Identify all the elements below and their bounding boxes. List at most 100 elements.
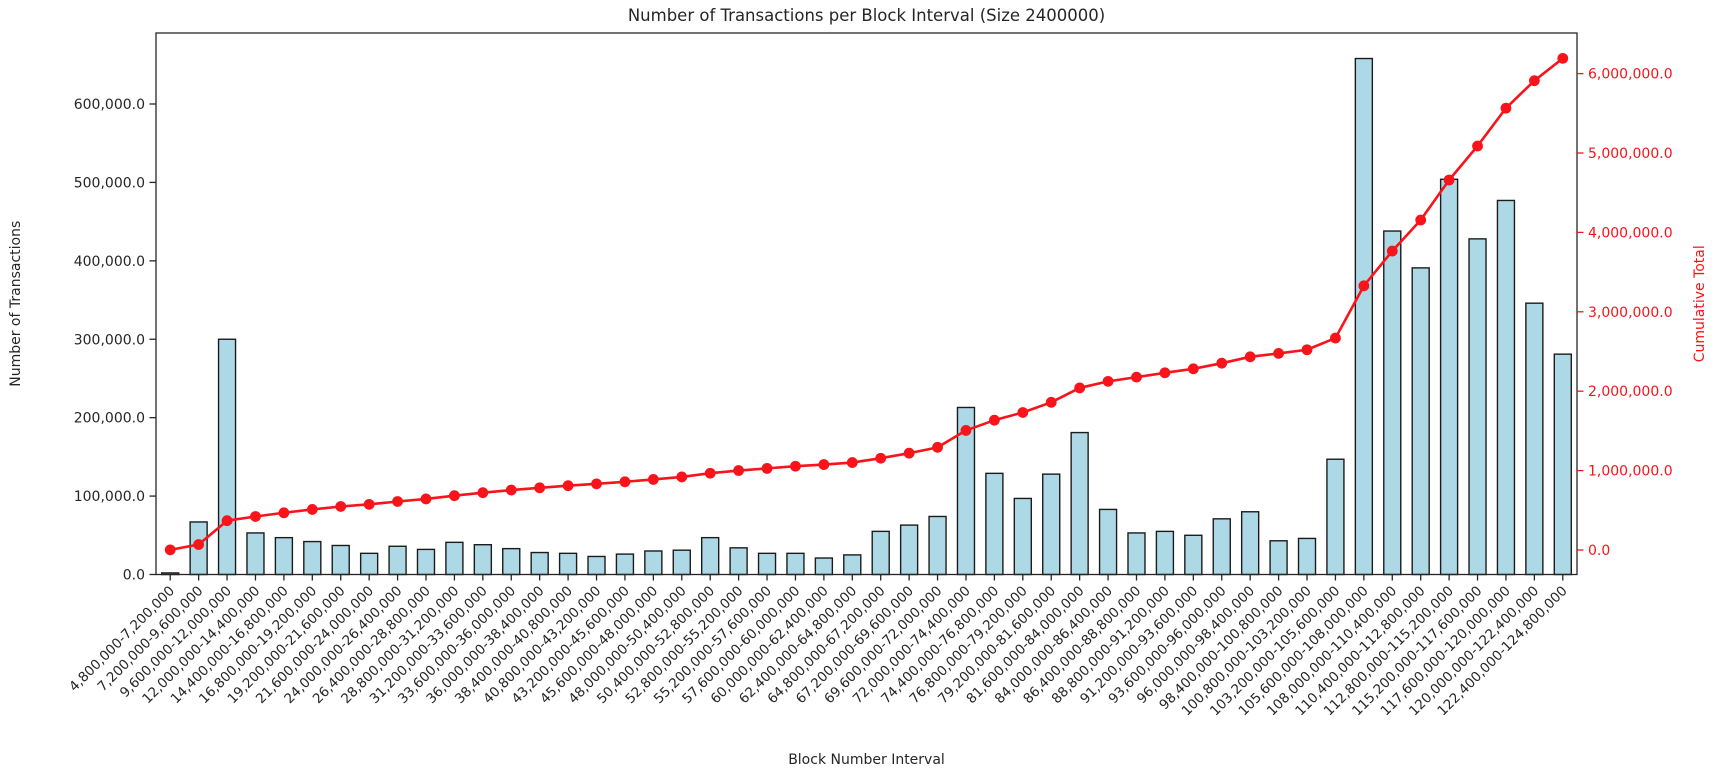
data-point-marker bbox=[449, 490, 460, 502]
bar bbox=[672, 549, 691, 576]
bar bbox=[1155, 530, 1175, 576]
data-point-marker bbox=[903, 447, 915, 459]
bar bbox=[1553, 353, 1572, 576]
data-point-marker bbox=[335, 501, 347, 512]
data-point-marker bbox=[1415, 214, 1427, 226]
data-point-marker bbox=[1358, 280, 1370, 292]
bar bbox=[786, 552, 805, 576]
bar bbox=[587, 555, 606, 576]
data-point-marker bbox=[875, 452, 887, 464]
bar bbox=[1354, 57, 1374, 576]
bar bbox=[274, 536, 294, 576]
data-point-marker bbox=[1102, 375, 1114, 387]
bar bbox=[558, 552, 578, 576]
bar bbox=[530, 551, 549, 576]
cumulative-line-group bbox=[164, 52, 1569, 556]
right-y-tick-label: 4,000,000.0 bbox=[1588, 225, 1673, 241]
left-y-axis-label: Number of Transactions bbox=[8, 221, 24, 387]
bar bbox=[1070, 431, 1089, 576]
bar bbox=[246, 532, 265, 576]
data-point-marker bbox=[1472, 140, 1483, 152]
bar bbox=[700, 536, 720, 576]
left-y-tick-label: 400,000.0 bbox=[74, 254, 145, 270]
data-point-marker bbox=[733, 465, 745, 476]
bar bbox=[644, 550, 663, 576]
bar bbox=[843, 554, 862, 576]
data-point-marker bbox=[1557, 52, 1569, 64]
bar bbox=[899, 524, 919, 576]
data-point-marker bbox=[647, 474, 659, 485]
bar bbox=[814, 557, 834, 576]
left-y-tick-label: 200,000.0 bbox=[74, 411, 145, 427]
bar bbox=[615, 553, 635, 576]
bar bbox=[1184, 534, 1203, 576]
right-y-tick-label: 2,000,000.0 bbox=[1588, 384, 1673, 400]
bar bbox=[1297, 537, 1317, 576]
bar bbox=[1496, 199, 1516, 576]
bar bbox=[1383, 230, 1402, 576]
data-point-marker bbox=[988, 414, 1000, 426]
data-point-marker bbox=[1074, 382, 1086, 394]
chart-title: Number of Transactions per Block Interva… bbox=[628, 6, 1105, 25]
data-point-marker bbox=[221, 515, 233, 527]
data-point-marker bbox=[278, 507, 290, 519]
right-y-tick-label: 3,000,000.0 bbox=[1588, 305, 1673, 321]
data-point-marker bbox=[761, 462, 773, 474]
data-point-marker bbox=[1500, 102, 1512, 114]
bar bbox=[1269, 540, 1288, 576]
data-point-marker bbox=[932, 441, 943, 453]
data-point-marker bbox=[1443, 174, 1455, 186]
plot-border bbox=[155, 32, 1578, 576]
right-y-tick-label: 1,000,000.0 bbox=[1588, 464, 1673, 480]
data-point-marker bbox=[1131, 371, 1142, 383]
bar bbox=[757, 552, 777, 576]
bar bbox=[1013, 497, 1033, 576]
left-y-tick-label: 0.0 bbox=[123, 568, 145, 584]
bar bbox=[502, 547, 521, 576]
bar bbox=[1240, 511, 1260, 576]
data-point-marker bbox=[619, 476, 631, 488]
left-y-tick-label: 300,000.0 bbox=[74, 332, 145, 348]
bar bbox=[985, 472, 1004, 576]
data-point-marker bbox=[1301, 344, 1313, 356]
data-point-marker bbox=[477, 487, 489, 499]
right-y-tick-label: 6,000,000.0 bbox=[1588, 67, 1673, 83]
data-point-marker bbox=[193, 539, 205, 550]
bar bbox=[1439, 178, 1459, 576]
bar bbox=[1411, 267, 1430, 576]
bar bbox=[1127, 532, 1146, 576]
data-point-marker bbox=[1528, 75, 1540, 87]
data-point-marker bbox=[505, 484, 517, 496]
right-y-axis-label: Cumulative Total bbox=[1692, 245, 1708, 362]
data-point-marker bbox=[562, 480, 574, 492]
data-point-marker bbox=[846, 457, 858, 468]
bar bbox=[1098, 508, 1118, 576]
data-point-marker bbox=[1330, 332, 1341, 344]
data-point-marker bbox=[704, 467, 716, 479]
bar bbox=[1042, 473, 1061, 576]
bar bbox=[359, 552, 379, 576]
data-point-marker bbox=[363, 498, 375, 510]
bar bbox=[331, 544, 350, 576]
data-point-marker bbox=[960, 425, 972, 436]
data-point-marker bbox=[1216, 357, 1228, 369]
data-point-marker bbox=[1187, 363, 1199, 375]
data-point-marker bbox=[306, 504, 318, 515]
bar bbox=[1525, 302, 1544, 576]
bar bbox=[1468, 238, 1487, 576]
left-y-tick-label: 600,000.0 bbox=[74, 97, 145, 113]
bar bbox=[729, 547, 748, 576]
right-y-tick-label: 5,000,000.0 bbox=[1588, 146, 1673, 162]
data-point-marker bbox=[1244, 351, 1256, 363]
bar bbox=[217, 338, 237, 576]
data-point-marker bbox=[1273, 348, 1284, 359]
data-point-marker bbox=[591, 478, 602, 490]
data-point-marker bbox=[790, 460, 801, 472]
data-point-marker bbox=[818, 459, 830, 470]
bar bbox=[473, 544, 493, 576]
x-axis-label: Block Number Interval bbox=[788, 752, 945, 768]
data-point-marker bbox=[534, 482, 546, 494]
bar bbox=[388, 545, 407, 576]
